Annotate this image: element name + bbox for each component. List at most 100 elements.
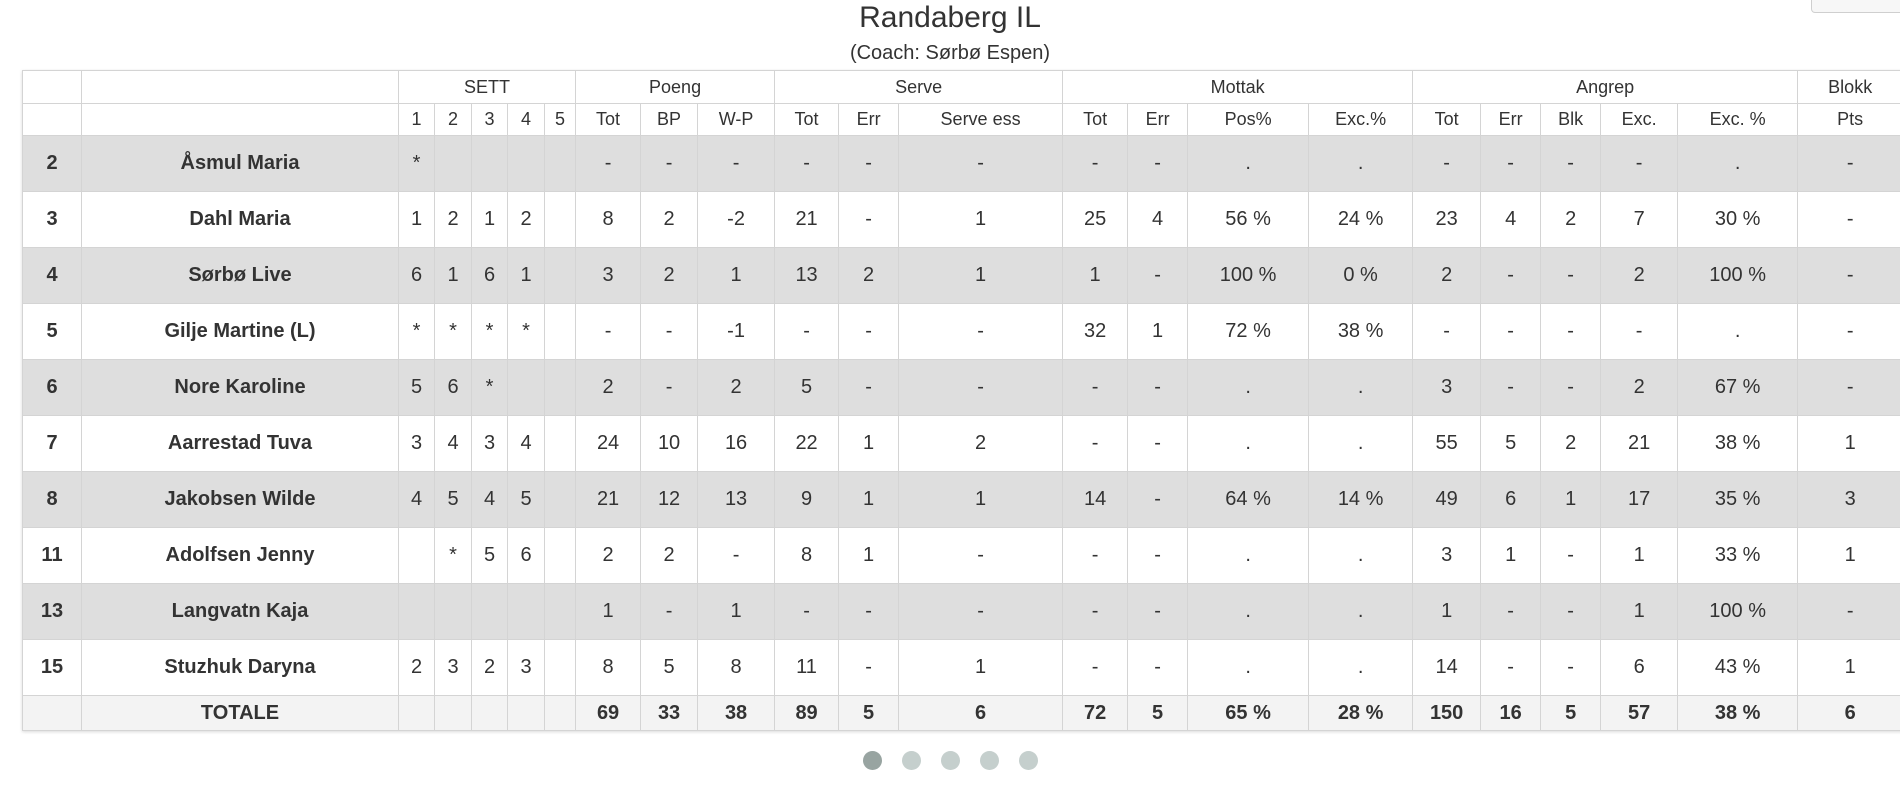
player-number: 2 [22,135,82,192]
table-row[interactable]: 7 Aarrestad Tuva 3 4 3 4 24 10 16 22 1 2- -.. 55 5 2 21 3… [22,415,1900,472]
stat-cell [543,527,577,584]
stat-cell: 24 % [1308,191,1414,248]
stat-cell [507,359,545,416]
pagination-dot[interactable] [940,751,960,770]
stat-cell: - [1412,303,1482,360]
table-row[interactable]: 3 Dahl Maria 1 2 1 2 8 2 -2 21-1 25 4 56 % 24 % 23 4 2 7 3… [22,191,1900,248]
stat-cell: 2 [838,247,900,304]
player-number: 6 [22,359,82,416]
stat-cell: 100 % [1187,247,1310,304]
stat-cell: 4 [507,415,545,472]
stat-cell: - [1127,359,1189,416]
stat-cell: - [838,583,900,640]
stat-cell: 2 [640,247,699,304]
player-number: 3 [22,191,82,248]
total-cell [471,695,508,731]
stat-cell: 67 % [1677,359,1799,416]
stat-cell [543,135,577,192]
stat-cell: - [1127,583,1189,640]
player-name: Åsmul Maria [81,135,399,192]
stat-cell: - [1127,247,1189,304]
stat-cell: - [838,191,900,248]
stat-cell: * [471,359,508,416]
stat-cell: - [640,303,699,360]
stat-cell: 1 [434,247,472,304]
stat-cell: - [1600,135,1679,192]
stat-cell: 3 [1412,527,1482,584]
table-row[interactable]: 15 Stuzhuk Daryna 2 3 2 3 8 5 8 11-1- -.. 14- -6 43 %… [22,639,1900,696]
stat-cell: 1 [838,415,900,472]
stat-cell: 6 [398,247,435,304]
table-row[interactable]: 6 Nore Karoline 5 6 * 2-2 5- - - -.. 3- -2 67 % - [22,359,1900,416]
player-number: 5 [22,303,82,360]
stat-cell [543,583,577,640]
stat-cell: 3 [1797,471,1900,528]
player-name: Adolfsen Jenny [81,527,399,584]
player-number: 13 [22,583,82,640]
stat-cell [543,415,577,472]
pagination-dot[interactable] [979,751,999,770]
total-cell: 38 % [1677,695,1799,731]
stat-cell: 5 [398,359,435,416]
stat-cell: 1 [1600,527,1679,584]
stat-cell [543,359,577,416]
pagination-dot[interactable] [1018,751,1038,770]
subheader-row: 1 2 3 4 5 Tot BP W-P Tot Err Serve ess Tot Err Pos% Ex… [22,103,1900,136]
stat-cell: * [507,303,545,360]
total-cell: 89 [774,695,840,731]
stat-cell: 16 [697,415,776,472]
table-row[interactable]: 11 Adolfsen Jenny * 5 6 2 2-8 1- - -.. 3 1-1 33 % 1 [22,527,1900,584]
total-cell: 5 [838,695,900,731]
player-name: Nore Karoline [81,359,399,416]
stat-cell: 5 [640,639,699,696]
table-row[interactable]: 13 Langvatn Kaja 1-1- - - - -.. 1- -1 100 % - [22,583,1900,640]
stat-cell: 2 [1540,415,1602,472]
stat-cell: 13 [697,471,776,528]
stat-cell: 23 [1412,191,1482,248]
stat-cell: 5 [471,527,508,584]
pagination-dot[interactable] [862,751,882,770]
table-row[interactable]: 2 Åsmul Maria * - - - - - - - -.. - - - -. - [22,135,1900,192]
empty-header-cell [22,70,82,104]
stat-cell: 21 [575,471,642,528]
stat-cell: - [1412,135,1482,192]
stat-cell: 14 % [1308,471,1414,528]
total-cell: 5 [1127,695,1189,731]
table-row[interactable]: 4 Sørbø Live 6 1 6 1 3 2 1 13 2 1 1-100 % 0 % 2- -2 100 … [22,247,1900,304]
stat-cell [543,471,577,528]
stat-cell: 2 [1412,247,1482,304]
table-row[interactable]: 8 Jakobsen Wilde 4 5 4 5 21 12 13 9 1 1 14-64 % 14 % 4… [22,471,1900,528]
stat-cell [398,583,435,640]
stat-cell: - [1540,247,1602,304]
stat-cell [471,583,508,640]
stat-cell: 100 % [1677,247,1799,304]
player-name: Langvatn Kaja [81,583,399,640]
stat-cell: 38 % [1677,415,1799,472]
team-title: Randaberg IL [859,1,1041,34]
stat-cell: 3 [398,415,435,472]
total-cell: 6 [898,695,1064,731]
stat-cell: 33 % [1677,527,1799,584]
stat-cell: 3 [1412,359,1482,416]
total-cell: 69 [575,695,642,731]
pagination-dots [0,751,1900,775]
stat-cell: - [1540,527,1602,584]
stat-cell: 1 [1797,639,1900,696]
column-header: Pts [1797,103,1900,136]
stat-cell: - [838,303,900,360]
top-right-button[interactable] [1811,0,1900,13]
stat-cell: 1 [1797,415,1900,472]
stat-cell: 1 [898,247,1064,304]
table-row[interactable]: 5 Gilje Martine (L) * * * * - - -1- - -32 1 72 % 38 %… [22,303,1900,360]
stat-cell: 4 [471,471,508,528]
player-name: Gilje Martine (L) [81,303,399,360]
stat-cell: 25 [1062,191,1129,248]
total-cell: 16 [1480,695,1542,731]
stat-cell: - [1480,639,1542,696]
stat-cell: - [1062,415,1129,472]
stat-cell: 11 [774,639,840,696]
pagination-dot[interactable] [901,751,921,770]
stat-cell [543,247,577,304]
stat-cell: - [1480,583,1542,640]
stat-cell [398,527,435,584]
